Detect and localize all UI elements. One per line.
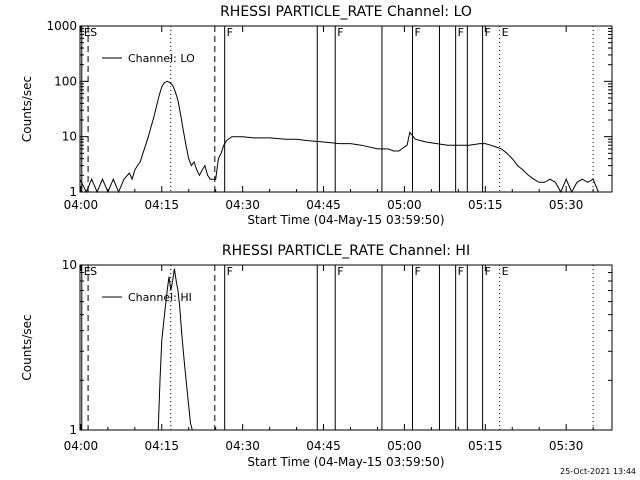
- x-tick-label: 04:00: [64, 439, 99, 453]
- x-tick-label: 04:45: [306, 198, 341, 212]
- event-marker-label: E: [84, 26, 91, 39]
- event-marker-label: S: [90, 26, 97, 39]
- event-marker-label: E: [502, 26, 509, 39]
- legend-label: Channel: HI: [128, 291, 192, 304]
- chart-title: RHESSI PARTICLE_RATE Channel: HI: [222, 243, 470, 259]
- plot-frame: [79, 25, 613, 193]
- footer-timestamp: 25-Oct-2021 13:44: [560, 467, 636, 476]
- y-tick-label: 1000: [46, 19, 77, 33]
- event-marker-label: F: [415, 265, 421, 278]
- event-marker-label: F: [227, 265, 233, 278]
- y-axis-label: Counts/sec: [20, 314, 34, 380]
- x-axis-label: Start Time (04-May-15 03:59:50): [247, 455, 444, 469]
- panel-lo-channel: RHESSI PARTICLE_RATE Channel: LO 04:00 04:…: [20, 4, 613, 227]
- plot-frame: [79, 264, 613, 431]
- x-tick-label: 05:00: [387, 439, 422, 453]
- x-tick-label: 05:15: [468, 439, 503, 453]
- event-marker-label: F: [458, 265, 464, 278]
- legend-label: Channel: LO: [128, 52, 195, 65]
- y-tick-label: 10: [62, 258, 77, 272]
- event-marker-label: F: [337, 26, 343, 39]
- x-tick-label: 04:30: [225, 198, 260, 212]
- x-tick-label: 05:00: [387, 198, 422, 212]
- y-axis-label: Counts/sec: [20, 76, 34, 142]
- x-tick-label: 05:15: [468, 198, 503, 212]
- y-tick-label: 100: [54, 74, 77, 88]
- x-tick-label: 05:30: [549, 439, 584, 453]
- event-marker-label: F: [337, 265, 343, 278]
- series-line: [79, 80, 599, 194]
- event-marker-label: F: [227, 26, 233, 39]
- event-marker-label: F: [415, 26, 421, 39]
- event-marker-label: S: [90, 265, 97, 278]
- x-tick-label: 04:30: [225, 439, 260, 453]
- x-tick-label: 04:15: [144, 198, 179, 212]
- x-axis-label: Start Time (04-May-15 03:59:50): [247, 213, 444, 227]
- x-tick-label: 04:45: [306, 439, 341, 453]
- event-marker-label: E: [84, 265, 91, 278]
- event-marker-label: F: [485, 26, 491, 39]
- x-tick-label: 04:15: [144, 439, 179, 453]
- y-tick-label: 10: [62, 130, 77, 144]
- y-tick-label: 1: [69, 423, 77, 437]
- series-line: [157, 268, 193, 431]
- chart-title: RHESSI PARTICLE_RATE Channel: LO: [220, 4, 472, 20]
- event-marker-label: F: [458, 26, 464, 39]
- event-marker-label: F: [485, 265, 491, 278]
- y-tick-label: 1: [69, 185, 77, 199]
- x-tick-label: 04:00: [64, 198, 99, 212]
- event-marker-label: E: [502, 265, 509, 278]
- x-tick-label: 05:30: [549, 198, 584, 212]
- panel-hi-channel: RHESSI PARTICLE_RATE Channel: HI 04:00 04:…: [20, 243, 613, 469]
